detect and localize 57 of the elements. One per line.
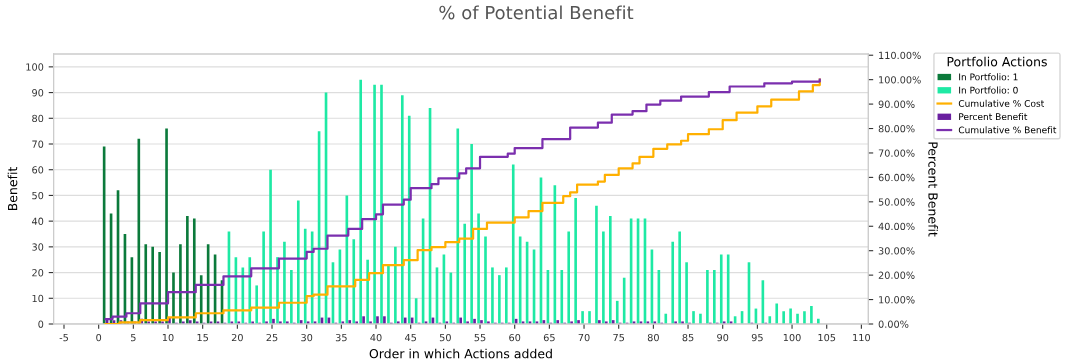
legend-label: Cumulative % Benefit (958, 126, 1057, 134)
x-tick-label: 50 (439, 333, 451, 342)
y2-tick-label: 80.00% (878, 125, 915, 133)
x-tick-label: -5 (59, 334, 68, 342)
x-tick-label: 60 (509, 333, 521, 342)
y2-tick-label: 70.00% (878, 149, 915, 157)
legend-label: Cumulative % Cost (958, 99, 1045, 107)
y-tick-label: 50 (32, 191, 44, 200)
x-tick-label: 70 (578, 333, 590, 342)
x-tick-label: 45 (404, 334, 417, 342)
x-tick-label: 80 (647, 333, 659, 342)
x-tick-label: 20 (231, 333, 243, 342)
y-tick-label: 20 (32, 269, 44, 277)
y2-axis-title: Percent Benefit (928, 142, 938, 237)
x-tick-label: 95 (751, 333, 763, 342)
x-axis-title: Order in which Actions added (369, 348, 552, 359)
x-tick-label: 100 (783, 333, 801, 342)
y-tick-label: 40 (31, 217, 44, 225)
y-tick-label: 90 (32, 89, 44, 97)
legend-label: Percent Benefit (959, 113, 1028, 121)
y2-tick-label: 100.00% (879, 76, 921, 84)
y2-tick-label: 110.00% (879, 51, 921, 60)
y-tick-label: 70 (32, 140, 44, 148)
x-tick-label: 40 (370, 333, 382, 342)
x-tick-label: 10 (162, 333, 174, 342)
x-tick-label: 110 (853, 333, 871, 342)
x-tick-label: 75 (613, 334, 625, 342)
y2-tick-label: 60.00% (878, 173, 915, 182)
y-axis-title: Benefit (7, 166, 18, 211)
x-tick-label: 105 (818, 333, 836, 342)
x-tick-label: 30 (301, 333, 313, 342)
x-tick-label: 25 (266, 333, 278, 342)
legend-label: In Portfolio: 1 (959, 73, 1018, 81)
y2-tick-label: 0.00% (878, 320, 909, 328)
x-tick-label: 0 (96, 333, 102, 342)
y-tick-label: 60 (32, 166, 44, 174)
legend-label: In Portfolio: 0 (959, 86, 1018, 94)
y-tick-label: 10 (32, 294, 44, 303)
y-tick-label: 100 (26, 63, 44, 71)
x-tick-label: 15 (197, 334, 209, 342)
y2-tick-label: 10.00% (879, 296, 915, 304)
y2-tick-label: 40.00% (878, 222, 915, 231)
y2-tick-label: 20.00% (878, 271, 915, 279)
x-tick-label: 5 (131, 334, 136, 342)
legend-title: Portfolio Actions (947, 56, 1047, 67)
x-tick-label: 65 (543, 333, 555, 342)
x-tick-label: 35 (335, 333, 347, 342)
x-tick-label: 90 (717, 333, 729, 342)
y2-tick-label: 30.00% (878, 247, 915, 255)
chart-title: % of Potential Benefit (439, 5, 634, 20)
y-tick-label: 0 (38, 320, 44, 328)
y2-tick-label: 50.00% (878, 198, 915, 206)
x-tick-label: 55 (474, 334, 486, 342)
y-tick-label: 80 (32, 114, 44, 123)
y2-tick-label: 90.00% (878, 100, 915, 108)
y-tick-label: 30 (32, 243, 44, 251)
x-tick-label: 85 (682, 333, 694, 342)
